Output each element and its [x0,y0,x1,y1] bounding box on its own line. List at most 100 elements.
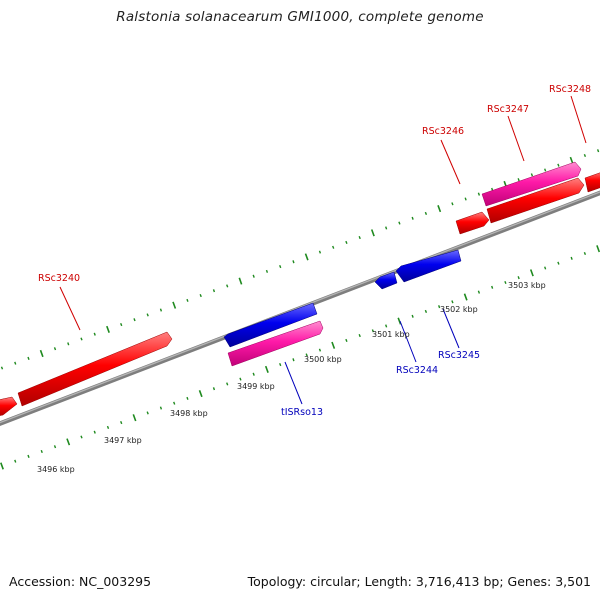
upper-tick-track [0,149,600,370]
gene-label-rsc3244: RSc3244 [396,365,438,376]
gene-label-tisrso13: tISRso13 [281,407,323,418]
major-tick [331,341,336,349]
minor-tick [53,347,57,351]
minor-tick [596,149,600,153]
minor-tick [265,269,269,273]
minor-tick [358,334,361,338]
minor-tick [146,411,149,415]
major-tick [370,229,375,237]
minor-tick [477,290,481,294]
major-tick [238,277,243,285]
major-tick [132,414,137,422]
minor-tick [451,300,454,304]
minor-tick [517,276,520,280]
gene-label-rsc3240: RSc3240 [38,273,80,284]
minor-tick [199,293,202,298]
minor-tick [146,313,149,317]
leader-rsc3245 [442,308,460,349]
minor-tick [345,240,348,245]
minor-tick [318,250,322,254]
minor-tick [583,251,587,256]
minor-tick [186,396,189,400]
major-tick [569,156,574,164]
scale-label: 3498 kbp [170,409,208,418]
scale-label: 3502 kbp [440,305,478,314]
minor-tick [279,363,282,367]
minor-tick [159,406,163,410]
gene-label-rsc3246: RSc3246 [422,126,464,137]
minor-tick [106,425,110,429]
leader-rsc3246 [440,139,461,185]
minor-tick [305,353,308,357]
major-tick [172,301,177,309]
minor-tick [451,202,454,206]
minor-tick [80,337,83,341]
minor-tick [292,260,295,264]
major-tick [0,462,4,470]
minor-tick [252,274,255,278]
leader-tisrso13 [284,361,303,405]
leader-rsc3248 [570,95,587,144]
minor-tick [93,430,96,434]
minor-tick [504,280,507,285]
scale-label: 3497 kbp [104,436,142,445]
minor-tick [517,178,520,182]
lower-tick-track [0,245,600,470]
minor-tick [332,245,335,249]
minor-tick [186,298,189,302]
minor-tick [279,265,282,269]
leader-rsc3244 [399,320,417,363]
minor-tick [570,256,573,260]
gene-arrow-left-edge [0,396,18,416]
minor-tick [226,284,229,288]
scale-label: 3500 kbp [304,355,342,364]
minor-tick [398,221,401,225]
topology-summary: Topology: circular; Length: 3,716,413 bp… [247,574,591,589]
accession-text: Accession: NC_003295 [9,574,152,589]
rna-arrow-tisrso13 [227,320,324,367]
minor-tick [424,211,428,216]
minor-tick [491,285,494,289]
minor-tick [133,318,136,322]
scale-label: 3499 kbp [237,382,275,391]
minor-tick [226,382,229,386]
gene-arrow-rsc3247 [486,177,585,224]
minor-tick [544,168,547,172]
gene-arrow-rsc3244 [374,271,398,290]
minor-tick [438,305,441,309]
major-tick [106,325,110,333]
major-tick [39,349,44,358]
gene-arrow-rsc3245 [395,249,462,283]
minor-tick [385,226,388,230]
gene-arrow-rsc3246-left [455,211,490,235]
scale-label: 3503 kbp [508,281,546,290]
minor-tick [239,377,242,381]
minor-tick [544,266,547,270]
minor-tick [0,366,4,370]
minor-tick [292,358,295,362]
gene-label-rsc3245: RSc3245 [438,350,480,361]
major-tick [529,269,534,277]
minor-tick [120,322,123,327]
genome-title: Ralstonia solanacearum GMI1000, complete… [116,9,484,25]
minor-tick [411,314,414,318]
minor-tick [93,332,96,336]
minor-tick [477,192,481,196]
minor-tick [411,216,414,220]
minor-tick [464,197,467,201]
minor-tick [557,163,560,167]
minor-tick [252,372,255,376]
major-tick [463,293,468,301]
minor-tick [212,387,216,391]
minor-tick [14,361,17,365]
minor-tick [345,338,348,343]
minor-tick [27,356,30,360]
minor-tick [53,445,57,449]
minor-tick [120,420,123,425]
minor-tick [80,435,83,439]
minor-tick [14,459,17,463]
major-tick [596,245,600,253]
minor-tick [424,309,428,314]
major-tick [397,317,402,325]
